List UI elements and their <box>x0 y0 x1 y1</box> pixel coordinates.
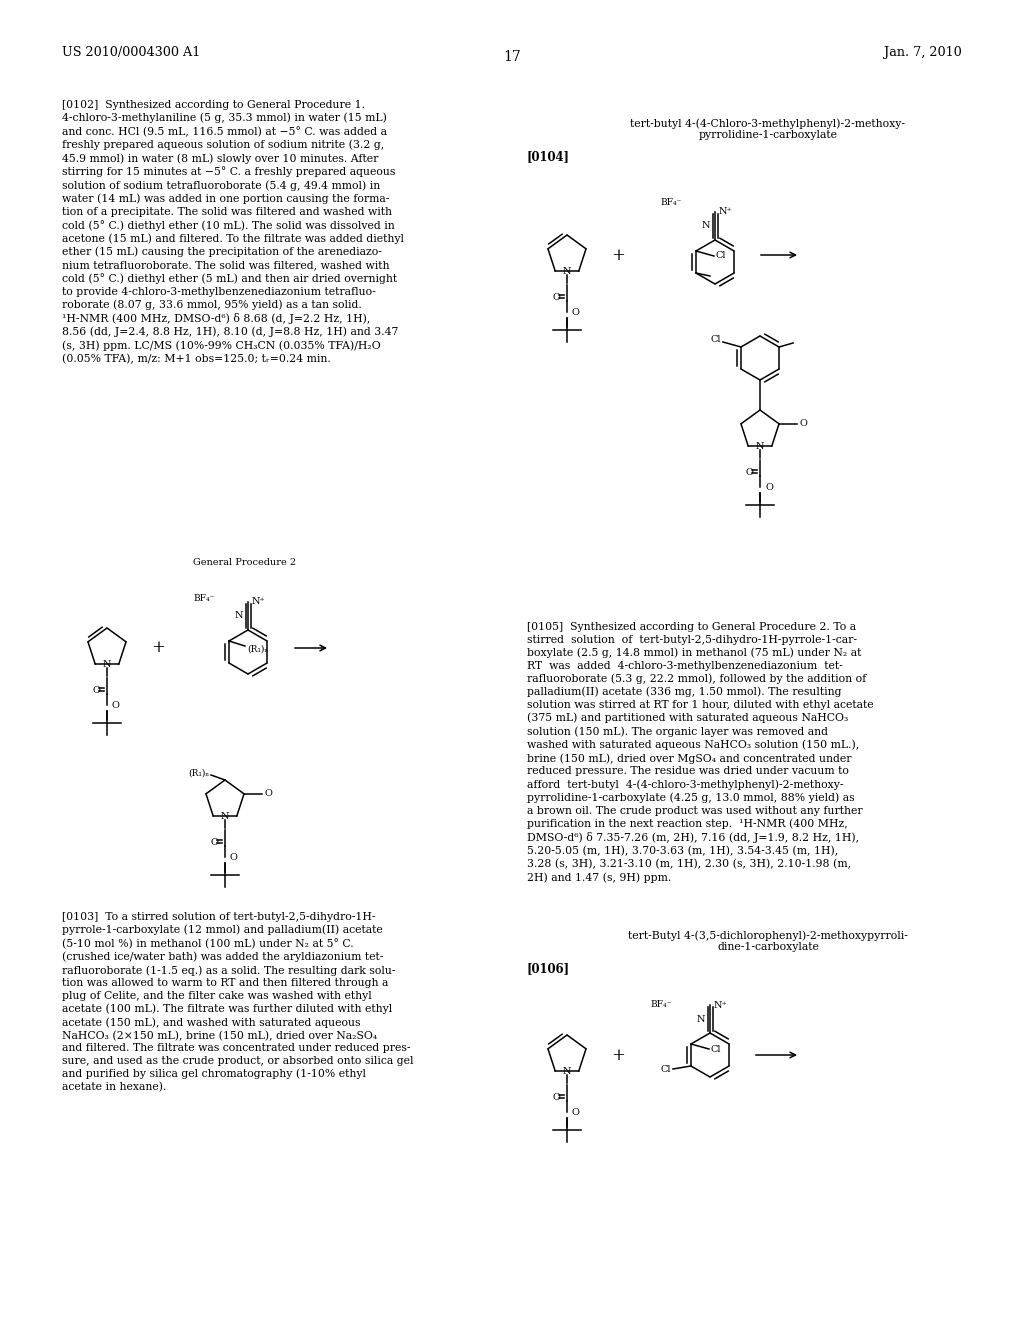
Text: N⁺: N⁺ <box>714 1001 728 1010</box>
Text: [0104]: [0104] <box>527 150 570 162</box>
Text: O: O <box>552 1093 560 1102</box>
Text: [0105]  Synthesized according to General Procedure 2. To a
stirred  solution  of: [0105] Synthesized according to General … <box>527 622 873 883</box>
Text: N: N <box>756 442 764 450</box>
Text: BF₄⁻: BF₄⁻ <box>650 1001 672 1008</box>
Text: General Procedure 2: General Procedure 2 <box>194 558 297 568</box>
Text: N: N <box>234 611 244 620</box>
Text: +: + <box>611 1047 625 1064</box>
Text: Cl: Cl <box>716 252 726 260</box>
Text: O: O <box>112 701 120 710</box>
Text: O: O <box>572 308 580 317</box>
Text: O: O <box>552 293 560 302</box>
Text: BF₄⁻: BF₄⁻ <box>193 594 214 603</box>
Text: 17: 17 <box>503 50 521 63</box>
Text: N: N <box>563 267 571 276</box>
Text: N: N <box>696 1015 706 1023</box>
Text: O: O <box>765 483 773 491</box>
Text: [0102]  Synthesized according to General Procedure 1.
4-chloro-3-methylaniline (: [0102] Synthesized according to General … <box>62 100 404 364</box>
Text: N: N <box>221 812 229 821</box>
Text: pyrrolidine-1-carboxylate: pyrrolidine-1-carboxylate <box>698 129 838 140</box>
Text: (R₁)ₙ: (R₁)ₙ <box>247 644 268 653</box>
Text: Cl: Cl <box>660 1064 671 1073</box>
Text: dine-1-carboxylate: dine-1-carboxylate <box>717 942 819 952</box>
Text: N: N <box>701 222 711 231</box>
Text: O: O <box>745 467 753 477</box>
Text: [0103]  To a stirred solution of tert-butyl-2,5-dihydro-1H-
pyrrole-1-carboxylat: [0103] To a stirred solution of tert-but… <box>62 912 414 1093</box>
Text: N⁺: N⁺ <box>719 207 733 216</box>
Text: +: + <box>152 639 165 656</box>
Text: Jan. 7, 2010: Jan. 7, 2010 <box>885 46 962 59</box>
Text: O: O <box>264 789 272 799</box>
Text: tert-butyl 4-(4-Chloro-3-methylphenyl)-2-methoxy-: tert-butyl 4-(4-Chloro-3-methylphenyl)-2… <box>631 117 905 128</box>
Text: O: O <box>210 838 218 846</box>
Text: BF₄⁻: BF₄⁻ <box>660 198 681 207</box>
Text: O: O <box>230 853 238 862</box>
Text: Cl: Cl <box>711 1044 722 1053</box>
Text: O: O <box>572 1107 580 1117</box>
Text: US 2010/0004300 A1: US 2010/0004300 A1 <box>62 46 201 59</box>
Text: tert-Butyl 4-(3,5-dichlorophenyl)-2-methoxypyrroli-: tert-Butyl 4-(3,5-dichlorophenyl)-2-meth… <box>628 931 908 941</box>
Text: O: O <box>92 685 100 694</box>
Text: O: O <box>799 420 807 428</box>
Text: (R₁)ₙ: (R₁)ₙ <box>187 768 209 777</box>
Text: [0106]: [0106] <box>527 962 570 975</box>
Text: +: + <box>611 247 625 264</box>
Text: N: N <box>102 660 112 669</box>
Text: Cl: Cl <box>711 335 721 345</box>
Text: N: N <box>563 1067 571 1076</box>
Text: N⁺: N⁺ <box>252 598 266 606</box>
